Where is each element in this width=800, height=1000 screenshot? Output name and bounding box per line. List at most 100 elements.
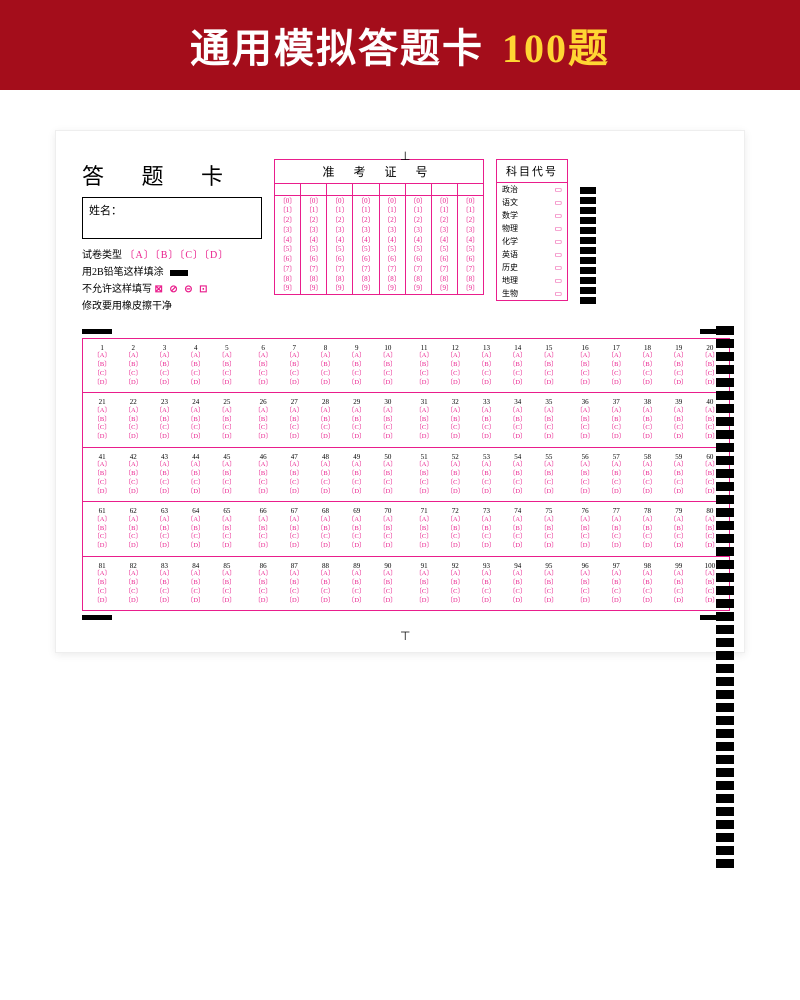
timing-mark <box>716 560 734 569</box>
option-bubble: 〔B〕 <box>411 525 437 534</box>
option-bubble: 〔D〕 <box>281 597 307 606</box>
option-bubble: 〔C〕 <box>603 588 629 597</box>
option-bubble: 〔A〕 <box>344 516 370 525</box>
option-bubble: 〔D〕 <box>536 433 562 442</box>
question-number: 22 <box>120 398 146 406</box>
option-bubble: 〔C〕 <box>411 588 437 597</box>
question-number: 26 <box>250 398 276 406</box>
question-number: 65 <box>214 507 240 515</box>
option-bubble: 〔A〕 <box>344 461 370 470</box>
answer-group: 91〔A〕〔B〕〔C〕〔D〕92〔A〕〔B〕〔C〕〔D〕93〔A〕〔B〕〔C〕〔… <box>411 562 562 605</box>
option-bubble: 〔D〕 <box>344 542 370 551</box>
question-number: 34 <box>505 398 531 406</box>
question-col: 26〔A〕〔B〕〔C〕〔D〕 <box>250 398 276 441</box>
option-bubble: 〔D〕 <box>250 542 276 551</box>
timing-mark <box>716 859 734 868</box>
question-col: 19〔A〕〔B〕〔C〕〔D〕 <box>666 344 692 387</box>
question-col: 22〔A〕〔B〕〔C〕〔D〕 <box>120 398 146 441</box>
question-col: 9〔A〕〔B〕〔C〕〔D〕 <box>344 344 370 387</box>
question-col: 90〔A〕〔B〕〔C〕〔D〕 <box>375 562 401 605</box>
option-bubble: 〔C〕 <box>250 479 276 488</box>
option-bubble: 〔B〕 <box>666 470 692 479</box>
option-bubble: 〔B〕 <box>603 470 629 479</box>
option-bubble: 〔C〕 <box>89 424 115 433</box>
option-bubble: 〔D〕 <box>214 433 240 442</box>
option-bubble: 〔B〕 <box>183 470 209 479</box>
option-bubble: 〔C〕 <box>151 479 177 488</box>
option-bubble: 〔D〕 <box>505 488 531 497</box>
timing-mark <box>716 833 734 842</box>
option-bubble: 〔B〕 <box>89 525 115 534</box>
option-bubble: 〔C〕 <box>442 424 468 433</box>
option-bubble: 〔C〕 <box>375 588 401 597</box>
timing-mark <box>716 664 734 673</box>
question-col: 47〔A〕〔B〕〔C〕〔D〕 <box>281 453 307 496</box>
timing-mark <box>716 378 734 387</box>
option-bubble: 〔A〕 <box>411 407 437 416</box>
option-bubble: 〔A〕 <box>442 407 468 416</box>
answer-group: 81〔A〕〔B〕〔C〕〔D〕82〔A〕〔B〕〔C〕〔D〕83〔A〕〔B〕〔C〕〔… <box>89 562 240 605</box>
option-bubble: 〔C〕 <box>344 533 370 542</box>
option-bubble: 〔D〕 <box>411 433 437 442</box>
timing-mark <box>716 547 734 556</box>
question-col: 15〔A〕〔B〕〔C〕〔D〕 <box>536 344 562 387</box>
answer-group: 36〔A〕〔B〕〔C〕〔D〕37〔A〕〔B〕〔C〕〔D〕38〔A〕〔B〕〔C〕〔… <box>572 398 723 441</box>
option-bubble: 〔B〕 <box>89 579 115 588</box>
exam-digit: 〔4〕 <box>301 235 326 245</box>
wrong-marks: ⊠ ⊘ ⊝ ⊡ <box>155 284 210 295</box>
subject-bubble: ▭ <box>554 211 562 220</box>
option-bubble: 〔A〕 <box>281 461 307 470</box>
exam-digit: 〔5〕 <box>406 245 431 255</box>
option-bubble: 〔D〕 <box>151 597 177 606</box>
option-bubble: 〔C〕 <box>375 533 401 542</box>
option-bubble: 〔A〕 <box>89 570 115 579</box>
align-mark-bot: ⊤ <box>400 629 410 644</box>
exam-digit: 〔9〕 <box>432 284 457 294</box>
option-bubble: 〔D〕 <box>214 488 240 497</box>
timing-mark <box>716 651 734 660</box>
subject-label: 历史 <box>502 262 518 273</box>
question-col: 98〔A〕〔B〕〔C〕〔D〕 <box>634 562 660 605</box>
question-number: 88 <box>312 562 338 570</box>
name-label: 姓名： <box>89 205 122 217</box>
answer-row: 81〔A〕〔B〕〔C〕〔D〕82〔A〕〔B〕〔C〕〔D〕83〔A〕〔B〕〔C〕〔… <box>83 557 729 610</box>
subject-row: 英语▭ <box>497 248 567 261</box>
option-bubble: 〔B〕 <box>505 579 531 588</box>
question-number: 71 <box>411 507 437 515</box>
question-number: 69 <box>344 507 370 515</box>
question-col: 63〔A〕〔B〕〔C〕〔D〕 <box>151 507 177 550</box>
option-bubble: 〔C〕 <box>411 424 437 433</box>
question-col: 58〔A〕〔B〕〔C〕〔D〕 <box>634 453 660 496</box>
subject-bubble: ▭ <box>554 237 562 246</box>
option-bubble: 〔D〕 <box>120 542 146 551</box>
banner-text-right: 100题 <box>502 16 610 74</box>
option-bubble: 〔D〕 <box>572 488 598 497</box>
option-bubble: 〔D〕 <box>473 542 499 551</box>
option-bubble: 〔A〕 <box>473 461 499 470</box>
option-bubble: 〔D〕 <box>442 488 468 497</box>
exam-digit: 〔8〕 <box>353 274 378 284</box>
question-col: 70〔A〕〔B〕〔C〕〔D〕 <box>375 507 401 550</box>
right-timing <box>716 326 734 868</box>
option-bubble: 〔C〕 <box>120 479 146 488</box>
option-bubble: 〔D〕 <box>634 433 660 442</box>
option-bubble: 〔D〕 <box>250 433 276 442</box>
page-wrap: ⊥ 答 题 卡 姓名： 试卷类型 〔A〕〔B〕〔C〕〔D〕 用2B铅笔这样填涂 <box>0 90 800 693</box>
exam-digit: 〔0〕 <box>327 196 352 206</box>
option-bubble: 〔D〕 <box>214 597 240 606</box>
option-bubble: 〔A〕 <box>120 407 146 416</box>
option-bubble: 〔A〕 <box>183 407 209 416</box>
exam-digit: 〔4〕 <box>458 235 483 245</box>
question-number: 84 <box>183 562 209 570</box>
exam-digit: 〔8〕 <box>458 274 483 284</box>
subject-bubble: ▭ <box>554 276 562 285</box>
option-bubble: 〔B〕 <box>281 525 307 534</box>
inst-fill-row: 用2B铅笔这样填涂 <box>82 264 262 281</box>
option-bubble: 〔D〕 <box>120 379 146 388</box>
timing-mark <box>716 443 734 452</box>
exam-digit: 〔0〕 <box>432 196 457 206</box>
option-bubble: 〔C〕 <box>411 533 437 542</box>
question-number: 38 <box>634 398 660 406</box>
option-bubble: 〔A〕 <box>151 516 177 525</box>
subject-bubble: ▭ <box>554 289 562 298</box>
